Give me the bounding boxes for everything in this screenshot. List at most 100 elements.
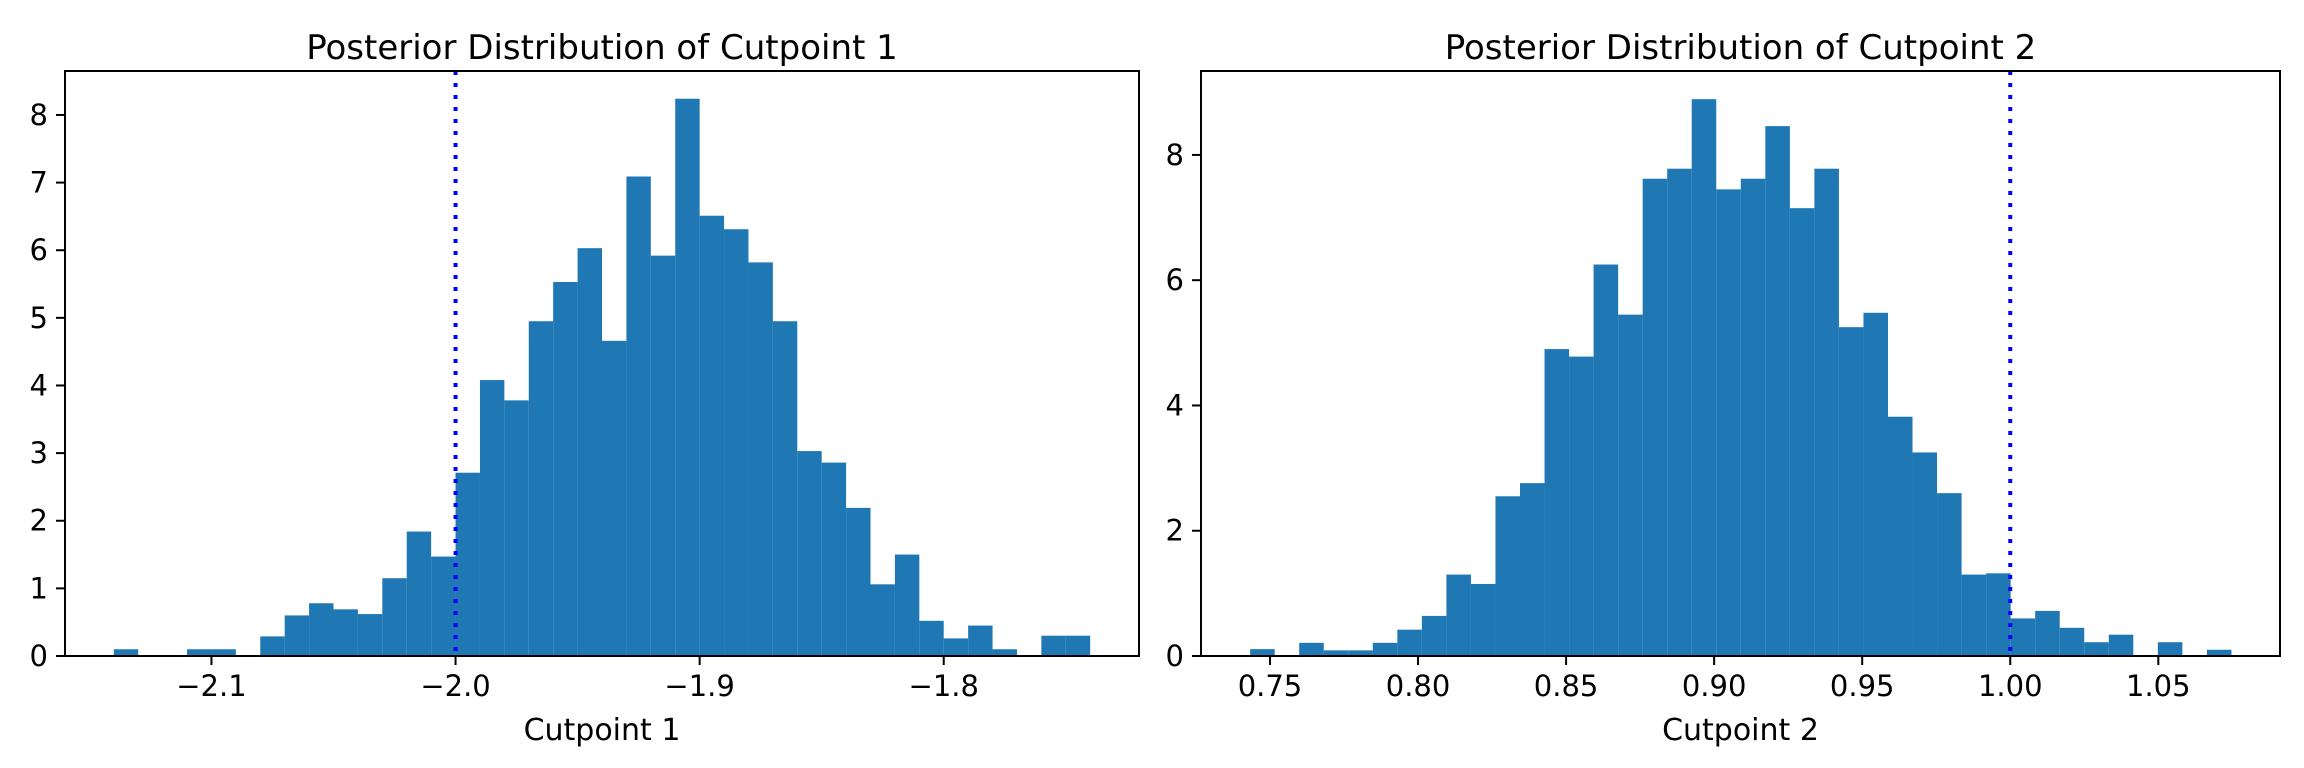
x-axis-label: Cutpoint 1 — [524, 713, 681, 748]
hist-bar — [1372, 642, 1398, 656]
hist-bar — [113, 649, 139, 656]
x-tick-label: −2.0 — [420, 669, 490, 703]
hist-bar — [919, 620, 944, 656]
hist-bar — [1838, 327, 1864, 656]
x-tick-label: −1.9 — [664, 669, 734, 703]
hist-bar — [650, 255, 676, 656]
y-tick-label: 0 — [1166, 639, 1184, 673]
hist-bar — [1397, 629, 1422, 656]
x-tick-label: 1.05 — [2126, 669, 2191, 703]
hist-bar — [577, 248, 602, 656]
hist-bar — [2108, 634, 2134, 656]
hist-bar — [602, 340, 627, 656]
hist-bar — [2084, 642, 2109, 656]
hist-bar — [1348, 650, 1373, 656]
hist-bar — [1421, 615, 1447, 656]
hist-bar — [333, 609, 358, 656]
hist-bar — [1863, 312, 1888, 656]
x-tick-label: 1.00 — [1978, 669, 2043, 703]
hist-bar — [1569, 356, 1594, 656]
hist-bar — [1765, 126, 1790, 657]
hist-bar — [1691, 99, 1717, 656]
hist-bar — [431, 556, 456, 656]
y-tick-label: 2 — [1166, 514, 1184, 548]
y-tick-label: 3 — [30, 436, 48, 470]
hist-bar — [1912, 452, 1938, 656]
hist-bar — [1887, 416, 1913, 656]
hist-bar — [528, 321, 554, 656]
hist-bar — [1618, 314, 1643, 656]
hist-bar — [382, 578, 407, 656]
chart-2: 0.75 0.80 0.85 0.90 0.95 1.00 1.05 0 2 4 6 8 Posteri… — [1166, 28, 2281, 748]
hist-bar — [968, 625, 993, 656]
hist-bar — [1961, 574, 1987, 656]
hist-bar — [992, 649, 1017, 656]
hist-bar — [1789, 208, 1815, 657]
hist-bar — [1642, 178, 1668, 657]
hist-bar — [1716, 189, 1741, 656]
x-tick-label: 0.95 — [1830, 669, 1895, 703]
hist-bar — [2010, 618, 2036, 656]
y-tick-label: 4 — [1166, 388, 1184, 422]
x-tick-label: 0.85 — [1534, 669, 1599, 703]
hist-bar — [479, 380, 505, 656]
hist-bar — [2035, 610, 2060, 656]
hist-bar — [309, 603, 334, 656]
y-tick-label: 4 — [30, 368, 48, 402]
hist-bar — [748, 262, 773, 656]
hist-bar — [1814, 168, 1839, 656]
hist-bar — [455, 472, 480, 656]
chart-title: Posterior Distribution of Cutpoint 1 — [306, 28, 898, 68]
hist-bar — [1495, 496, 1520, 656]
y-tick-label: 1 — [30, 571, 48, 605]
axes-frame — [64, 70, 1140, 657]
hist-bar — [1446, 574, 1471, 656]
histogram-bars — [1250, 99, 2232, 657]
hist-bar — [675, 98, 700, 657]
y-tick-label: 6 — [1166, 263, 1184, 297]
hist-bar — [699, 215, 725, 657]
hist-bar — [1250, 649, 1275, 656]
hist-bar — [1986, 573, 2011, 656]
hist-bar — [1041, 635, 1066, 656]
hist-bar — [1937, 493, 1962, 656]
hist-bar — [1740, 178, 1766, 657]
y-tick-label: 8 — [30, 98, 48, 132]
hist-bar — [211, 649, 236, 656]
chart-title: Posterior Distribution of Cutpoint 2 — [1445, 28, 2037, 68]
hist-bar — [1593, 264, 1619, 656]
hist-bar — [626, 176, 651, 656]
hist-bar — [187, 649, 212, 656]
axes-frame — [1200, 70, 2281, 657]
x-tick-label: 0.80 — [1386, 669, 1451, 703]
x-tick-label: 0.90 — [1682, 669, 1747, 703]
hist-bar — [1520, 483, 1545, 656]
hist-bar — [1323, 650, 1349, 656]
hist-bar — [1470, 583, 1496, 656]
hist-bar — [2157, 642, 2183, 656]
hist-bar — [553, 282, 578, 656]
hist-bar — [504, 400, 529, 656]
hist-bar — [894, 554, 920, 656]
x-axis-label: Cutpoint 2 — [1662, 713, 1819, 748]
hist-bar — [1544, 349, 1570, 656]
y-tick-label: 7 — [30, 166, 48, 200]
y-tick-label: 8 — [1166, 138, 1184, 172]
hist-bar — [943, 638, 969, 656]
hist-bar — [846, 507, 871, 656]
hist-bar — [1667, 168, 1692, 656]
hist-bar — [772, 321, 798, 656]
hist-bar — [724, 229, 749, 656]
hist-bar — [260, 636, 285, 656]
hist-bar — [2059, 627, 2085, 656]
hist-bar — [406, 531, 432, 656]
hist-bar — [821, 462, 847, 656]
chart-1: −2.1 −2.0 −1.9 −1.8 0 1 2 3 4 5 6 7 8 Posterior Distr… — [30, 28, 1140, 748]
histogram-bars — [113, 98, 1091, 657]
hist-bar — [1065, 635, 1091, 656]
x-tick-label: −1.8 — [909, 669, 979, 703]
hist-bar — [797, 451, 822, 656]
y-tick-label: 5 — [30, 301, 48, 335]
